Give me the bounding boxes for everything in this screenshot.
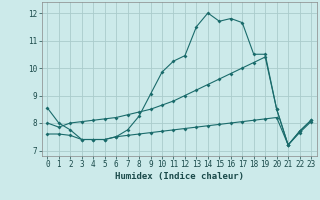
X-axis label: Humidex (Indice chaleur): Humidex (Indice chaleur) <box>115 172 244 181</box>
